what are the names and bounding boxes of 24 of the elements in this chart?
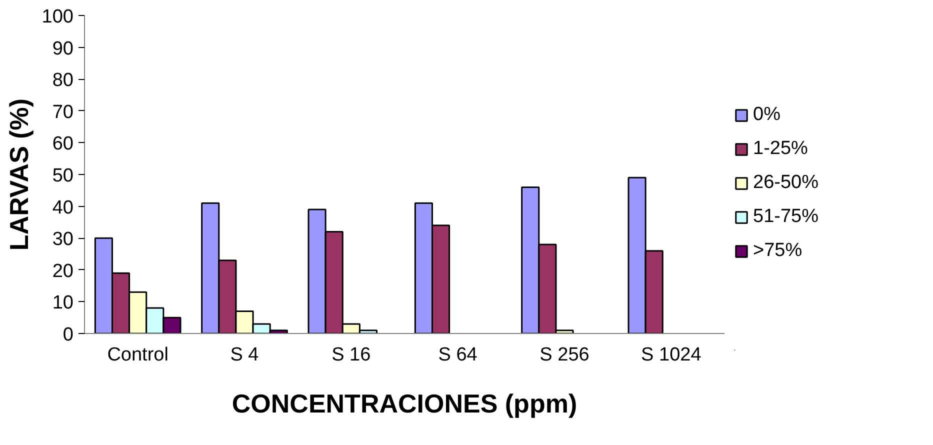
x-axis-title: CONCENTRACIONES (ppm) [232, 388, 578, 418]
y-tick-label: 90 [52, 38, 74, 60]
legend-label: 1-25% [753, 138, 808, 160]
y-tick-label: 80 [52, 70, 74, 92]
legend-label: 26-50% [753, 172, 818, 194]
y-tick-label: 30 [52, 229, 74, 250]
y-tick-label: 10 [52, 292, 74, 314]
legend-label: 51-75% [753, 206, 818, 228]
legend-label: 0% [753, 104, 780, 126]
y-tick-label: 20 [52, 260, 74, 282]
x-tick-label: Control [107, 344, 168, 366]
y-tick-label: 50 [52, 166, 74, 186]
legend-label: >75% [753, 240, 802, 262]
y-axis-title: LARVAS (%) [4, 98, 34, 251]
y-tick-label: 60 [52, 134, 74, 155]
y-tick-label: 100 [42, 6, 74, 28]
x-tick-label: S 4 [230, 344, 260, 366]
x-tick-label: S 256 [540, 344, 590, 366]
y-tick-label: 0 [62, 324, 74, 346]
x-tick-label: S 1024 [641, 344, 702, 366]
y-tick-label: 70 [52, 102, 74, 123]
y-tick-label: 40 [52, 197, 74, 218]
x-tick-label: S 64 [438, 344, 478, 366]
x-tick-label: S 16 [332, 344, 371, 366]
